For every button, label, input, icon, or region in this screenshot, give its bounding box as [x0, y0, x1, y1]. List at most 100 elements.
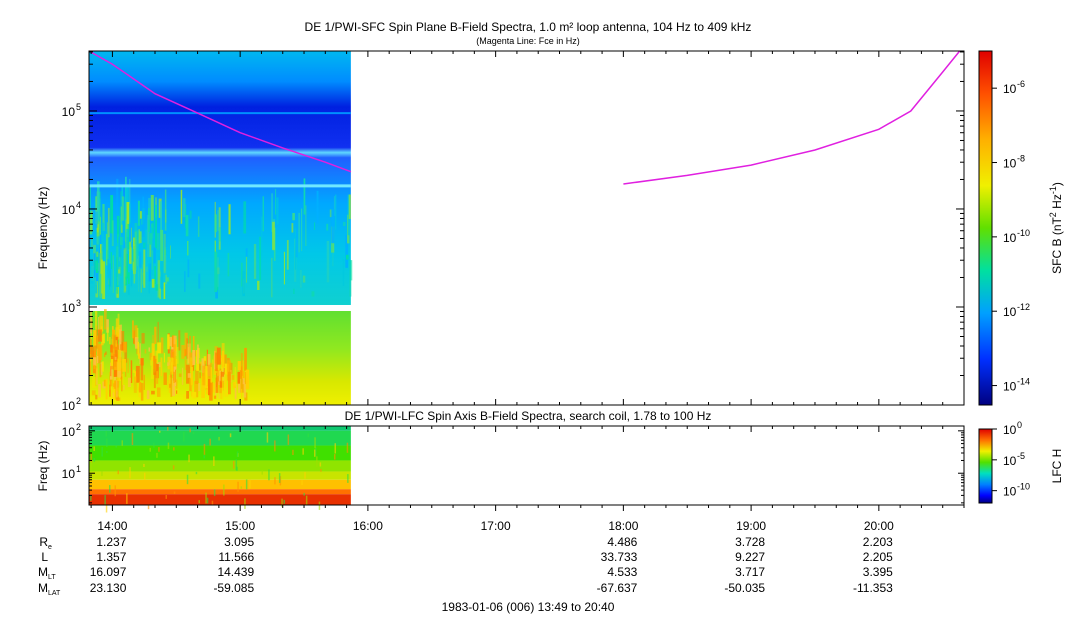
bottom-x-ticks: [90, 426, 965, 511]
lfc-emission: [117, 470, 119, 475]
ephemeris-value: 2.205: [863, 550, 893, 564]
lf-emission: [93, 364, 96, 369]
top-y-tick-exponent: 3: [76, 298, 81, 308]
ephemeris-value: 3.728: [735, 535, 765, 549]
lfc-emission: [153, 442, 155, 448]
x-tick-label: 16:00: [353, 519, 383, 533]
lf-emission: [187, 373, 192, 378]
hf-emission: [96, 261, 98, 269]
hf-emission: [130, 269, 133, 287]
lf-emission: [240, 383, 242, 389]
lfc-emission: [189, 428, 191, 433]
hf-emission: [112, 255, 114, 293]
hf-emission: [129, 227, 132, 264]
hf-emission: [283, 251, 285, 285]
hf-emission: [184, 204, 187, 228]
lf-emission: [120, 368, 123, 380]
lf-emission: [167, 334, 170, 350]
hf-emission: [142, 242, 146, 249]
lf-emission: [122, 359, 126, 372]
lf-emission: [221, 367, 223, 372]
lf-emission: [173, 344, 176, 367]
hf-emission: [187, 259, 190, 278]
hf-emission: [142, 272, 145, 285]
lf-emission: [207, 364, 212, 387]
hf-emission: [133, 216, 136, 221]
lfc-emission: [90, 495, 92, 501]
hf-emission: [170, 245, 171, 259]
hf-emission: [143, 249, 146, 288]
lf-emission: [173, 335, 177, 352]
top-colorbar-tick-label: 10: [1003, 157, 1017, 171]
hf-emission: [314, 222, 316, 230]
hf-emission: [102, 204, 105, 231]
lfc-emission: [235, 459, 238, 471]
lfc-emission: [268, 469, 270, 481]
hf-emission: [189, 210, 192, 219]
lf-emission: [206, 389, 208, 395]
lfc-emission: [211, 500, 214, 505]
hf-emission: [115, 290, 118, 297]
ephemeris-row-label: R: [39, 535, 48, 549]
ephemeris-value: 3.717: [735, 565, 765, 579]
top-panel-subtitle: (Magenta Line: Fce in Hz): [476, 36, 580, 46]
lf-emission: [178, 373, 182, 377]
lf-emission: [173, 366, 177, 387]
lfc-emission: [183, 431, 185, 442]
lfc-emission: [188, 454, 190, 463]
lf-emission: [157, 362, 161, 368]
hf-emission: [118, 236, 120, 270]
lf-emission: [171, 335, 175, 348]
hf-emission: [349, 260, 352, 297]
bottom-y-tick-label: 10: [62, 425, 76, 439]
hf-emission: [197, 216, 200, 237]
lfc-emission: [237, 481, 239, 492]
hf-emission: [145, 229, 147, 245]
hf-emission: [187, 240, 189, 256]
hf-emission: [107, 259, 109, 279]
hf-emission: [149, 233, 153, 245]
hf-emission: [138, 229, 140, 244]
hf-emission: [89, 240, 92, 269]
lfc-emission: [292, 449, 294, 455]
hf-emission: [214, 214, 217, 233]
lfc-emission: [315, 447, 317, 457]
lf-emission: [157, 321, 159, 345]
lf-emission: [112, 334, 116, 356]
hf-emission: [295, 218, 298, 258]
hf-emission: [165, 275, 167, 284]
lf-emission: [202, 365, 206, 386]
hf-emission: [298, 212, 300, 253]
hf-emission: [215, 287, 218, 299]
x-tick-label: 15:00: [225, 519, 255, 533]
lf-emission: [176, 390, 178, 394]
lfc-emission: [173, 491, 176, 494]
hf-emission: [116, 257, 119, 294]
hf-emission: [95, 271, 99, 282]
lfc-emission: [147, 504, 150, 510]
lfc-emission: [236, 451, 239, 457]
hf-emission: [291, 223, 294, 233]
lf-emission: [194, 350, 198, 357]
lf-emission: [140, 358, 144, 366]
lf-emission: [171, 337, 175, 358]
hf-emission: [138, 271, 140, 292]
lf-emission: [208, 379, 211, 396]
hf-emission: [331, 209, 335, 244]
lf-emission: [156, 371, 159, 384]
lf-emission: [184, 359, 187, 370]
lfc-emission: [129, 467, 131, 479]
hf-emission: [345, 254, 349, 260]
hf-emission: [227, 252, 230, 277]
bottom-colorbar-label: LFC H: [1050, 449, 1064, 484]
hf-emission: [129, 223, 132, 242]
hf-emission: [217, 247, 220, 266]
lf-emission: [167, 356, 171, 370]
hf-emission: [133, 245, 136, 284]
lf-emission: [192, 350, 196, 366]
ephemeris-value: 33.733: [601, 550, 638, 564]
top-y-tick-exponent: 4: [76, 200, 81, 210]
hf-emission: [109, 278, 111, 290]
lf-emission: [192, 336, 195, 356]
lfc-emission: [261, 470, 263, 475]
